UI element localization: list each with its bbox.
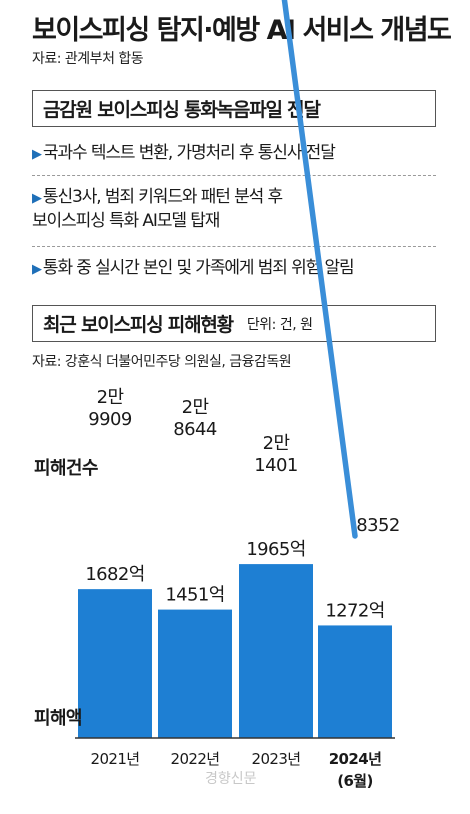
- bar-value-label-4: 1272억: [325, 600, 384, 621]
- stats-unit: 단위: 건, 원: [246, 316, 313, 333]
- line-value-label-2-1: 2만: [182, 397, 209, 418]
- divider: [32, 246, 436, 247]
- stats-source: 자료: 강훈식 더불어민주당 의원실, 금융감독원: [32, 354, 292, 370]
- line-series-path: [281, 0, 358, 539]
- bar-value-label-2: 1451억: [165, 585, 224, 606]
- process-step-2: ▶ 통신3사, 범죄 키워드와 패턴 분석 후 보이스피싱 특화 AI모델 탑재: [32, 186, 283, 233]
- line-value-label-3-2: 1401: [254, 455, 297, 476]
- process-heading-box: 금감원 보이스피싱 통화녹음파일 전달: [32, 90, 436, 127]
- bar-4: [318, 625, 392, 738]
- divider: [32, 175, 436, 176]
- series-label-amount: 피해액: [34, 708, 82, 729]
- process-step-2-line-2: 보이스피싱 특화 AI모델 탑재: [32, 211, 220, 231]
- line-value-label-3-1: 2만: [263, 433, 290, 454]
- process-step-1-text: 국과수 텍스트 변환, 가명처리 후 통신사 전달: [42, 143, 336, 163]
- bar-value-label-1: 1682억: [85, 564, 144, 585]
- triangle-marker-icon: ▶: [32, 147, 42, 162]
- line-value-label-1-1: 2만: [97, 387, 124, 408]
- bars-layer: [75, 564, 395, 739]
- title-source: 자료: 관계부처 합동: [32, 51, 144, 67]
- x-tick-label-4: 2024년: [329, 750, 382, 768]
- page-title: 보이스피싱 탐지·예방 AI 서비스 개념도: [32, 15, 452, 46]
- stats-heading: 최근 보이스피싱 피해현황: [43, 314, 234, 336]
- triangle-marker-icon: ▶: [32, 262, 42, 277]
- line-layer: [281, 0, 358, 539]
- stats-heading-box: 최근 보이스피싱 피해현황 단위: 건, 원: [32, 305, 436, 342]
- x-tick-label-1: 2021년: [91, 750, 140, 768]
- series-label-count: 피해건수: [34, 458, 98, 479]
- process-step-3-text: 통화 중 실시간 본인 및 가족에게 범죄 위험 알림: [42, 258, 355, 278]
- bar-1: [78, 589, 152, 738]
- process-step-1: ▶ 국과수 텍스트 변환, 가명처리 후 통신사 전달: [32, 142, 336, 166]
- bar-value-label-3: 1965억: [246, 539, 305, 560]
- bar-3: [239, 564, 313, 738]
- watermark: 경향신문: [205, 771, 257, 787]
- bar-2: [158, 609, 232, 738]
- line-value-label-2-2: 8644: [173, 419, 217, 440]
- line-value-label-4-1: 8352: [356, 515, 399, 536]
- process-heading: 금감원 보이스피싱 통화녹음파일 전달: [43, 99, 321, 121]
- x-tick-label-3: 2023년: [252, 750, 301, 768]
- triangle-marker-icon: ▶: [32, 191, 42, 206]
- process-step-2-line-1: 통신3사, 범죄 키워드와 패턴 분석 후: [42, 187, 283, 207]
- labels-layer: 1682억 1451억 1965억 1272억 2021년 2022년 2023년 2024년…: [34, 387, 400, 790]
- line-value-label-1-2: 9909: [88, 409, 132, 430]
- x-tick-sublabel-4: (6월): [337, 772, 373, 790]
- x-tick-label-2: 2022년: [171, 750, 220, 768]
- process-step-3: ▶ 통화 중 실시간 본인 및 가족에게 범죄 위험 알림: [32, 257, 355, 281]
